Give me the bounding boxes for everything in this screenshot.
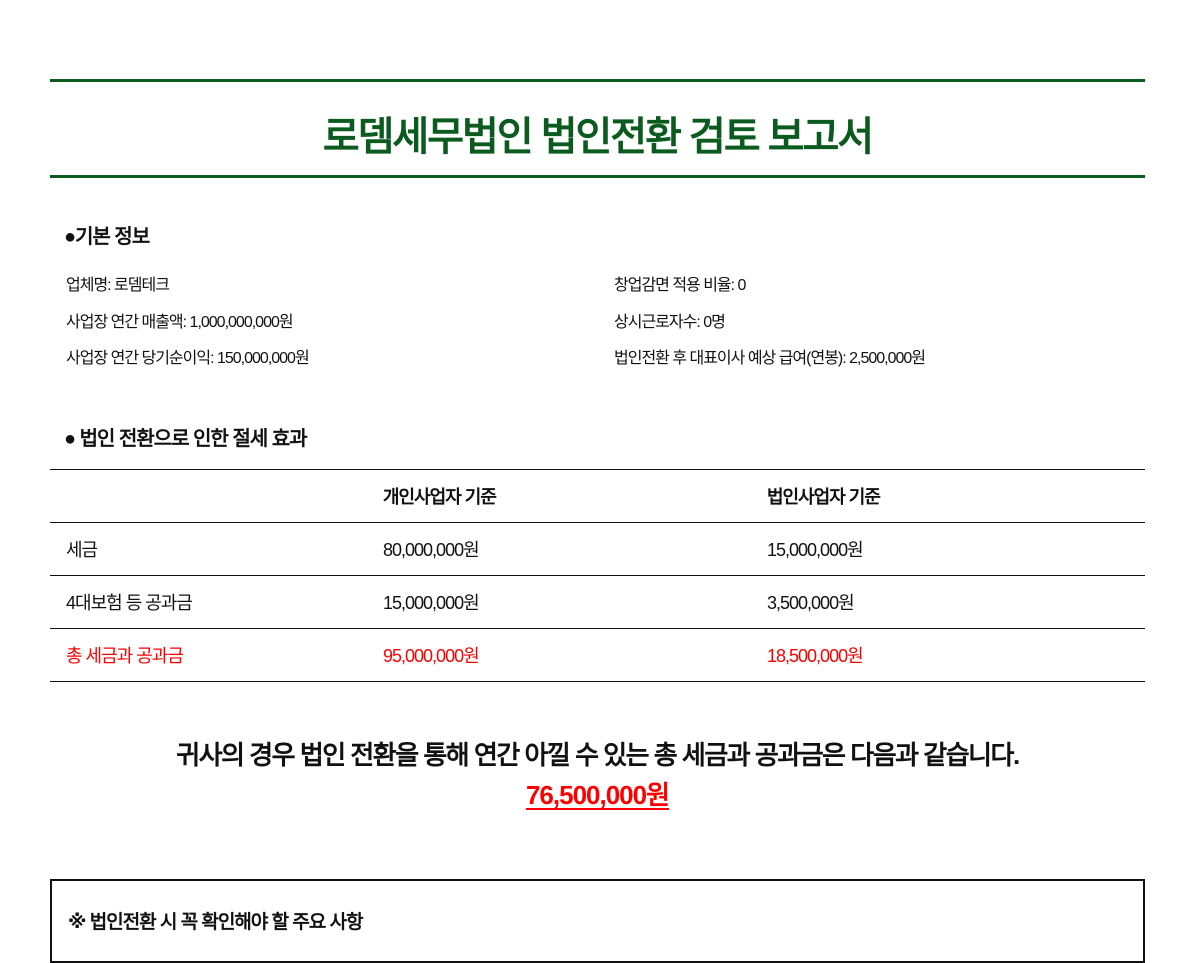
- individual-value: 15,000,000원: [383, 575, 767, 629]
- basic-info-heading: ●기본 정보: [64, 226, 150, 248]
- table-row: 4대보험 등 공과금 15,000,000원 3,500,000원: [50, 575, 1145, 629]
- column-header-label: [50, 469, 383, 523]
- corporate-value: 3,500,000원: [767, 575, 1145, 629]
- row-label: 4대보험 등 공과금: [50, 575, 383, 629]
- table-header-row: 개인사업자 기준 법인사업자 기준: [50, 469, 1145, 523]
- savings-table: 개인사업자 기준 법인사업자 기준 세금 80,000,000원 15,000,…: [50, 469, 1145, 682]
- individual-value: 80,000,000원: [383, 522, 767, 576]
- table-row: 세금 80,000,000원 15,000,000원: [50, 522, 1145, 576]
- company-name: 업체명: 로뎀테크: [66, 277, 170, 294]
- corporate-value: 18,500,000원: [767, 628, 1145, 682]
- savings-summary-text: 귀사의 경우 법인 전환을 통해 연간 아낄 수 있는 총 세금과 공과금은 다…: [176, 740, 1020, 770]
- row-label: 총 세금과 공과금: [50, 628, 383, 682]
- annual-net-income: 사업장 연간 당기순이익: 150,000,000원: [66, 350, 310, 367]
- savings-amount: 76,500,000원: [50, 775, 1145, 812]
- employee-count: 상시근로자수: 0명: [614, 314, 726, 331]
- title-top-rule: [50, 79, 1145, 82]
- column-header-individual: 개인사업자 기준: [383, 469, 767, 523]
- notice-box: ※ 법인전환 시 꼭 확인해야 할 주요 사항: [50, 879, 1145, 963]
- startup-reduction-rate: 창업감면 적용 비율: 0: [614, 277, 746, 294]
- savings-heading: ● 법인 전환으로 인한 절세 효과: [64, 428, 308, 450]
- individual-value: 95,000,000원: [383, 628, 767, 682]
- ceo-expected-salary: 법인전환 후 대표이사 예상 급여(연봉): 2,500,000원: [614, 350, 926, 367]
- row-label: 세금: [50, 522, 383, 576]
- notice-heading: ※ 법인전환 시 꼭 확인해야 할 주요 사항: [68, 912, 364, 933]
- table-row-total: 총 세금과 공과금 95,000,000원 18,500,000원: [50, 628, 1145, 682]
- annual-revenue: 사업장 연간 매출액: 1,000,000,000원: [66, 314, 294, 331]
- corporate-value: 15,000,000원: [767, 522, 1145, 576]
- page-title: 로뎀세무법인 법인전환 검토 보고서: [322, 115, 874, 159]
- column-header-corporate: 법인사업자 기준: [767, 469, 1145, 523]
- savings-amount-value: 76,500,000원: [525, 780, 670, 810]
- title-bottom-rule: [50, 175, 1145, 178]
